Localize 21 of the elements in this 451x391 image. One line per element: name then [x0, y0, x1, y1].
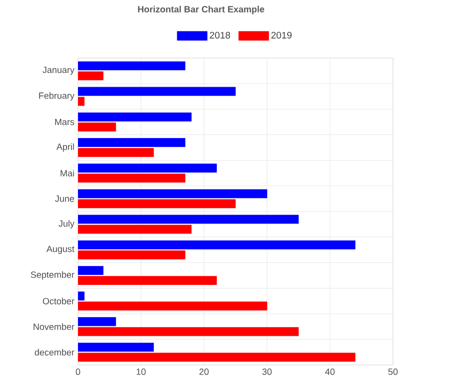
chart-title: Horizontal Bar Chart Example	[138, 6, 264, 14]
y-tick-label: April	[56, 143, 74, 152]
x-tick-label: 0	[76, 368, 80, 375]
x-tick-label: 30	[262, 368, 272, 375]
legend-label: 2019	[271, 32, 292, 39]
y-tick-label: September	[30, 271, 74, 280]
y-tick-label: October	[42, 298, 74, 304]
y-tick-label: February	[39, 92, 74, 101]
y-tick-label: december	[34, 348, 74, 356]
legend-label: 2018	[210, 32, 230, 39]
x-tick-label: 50	[388, 368, 398, 375]
x-tick-label: 10	[136, 368, 146, 375]
y-tick-label: January	[42, 66, 74, 75]
y-tick-label: November	[34, 323, 74, 330]
x-tick-label: 40	[325, 368, 335, 375]
x-tick-label: 20	[199, 368, 209, 375]
y-tick-label: August	[46, 246, 74, 254]
y-tick-label: Mars	[55, 118, 74, 126]
y-tick-label: Mai	[60, 170, 74, 176]
y-tick-label: July	[58, 220, 74, 228]
y-tick-label: June	[55, 196, 74, 202]
